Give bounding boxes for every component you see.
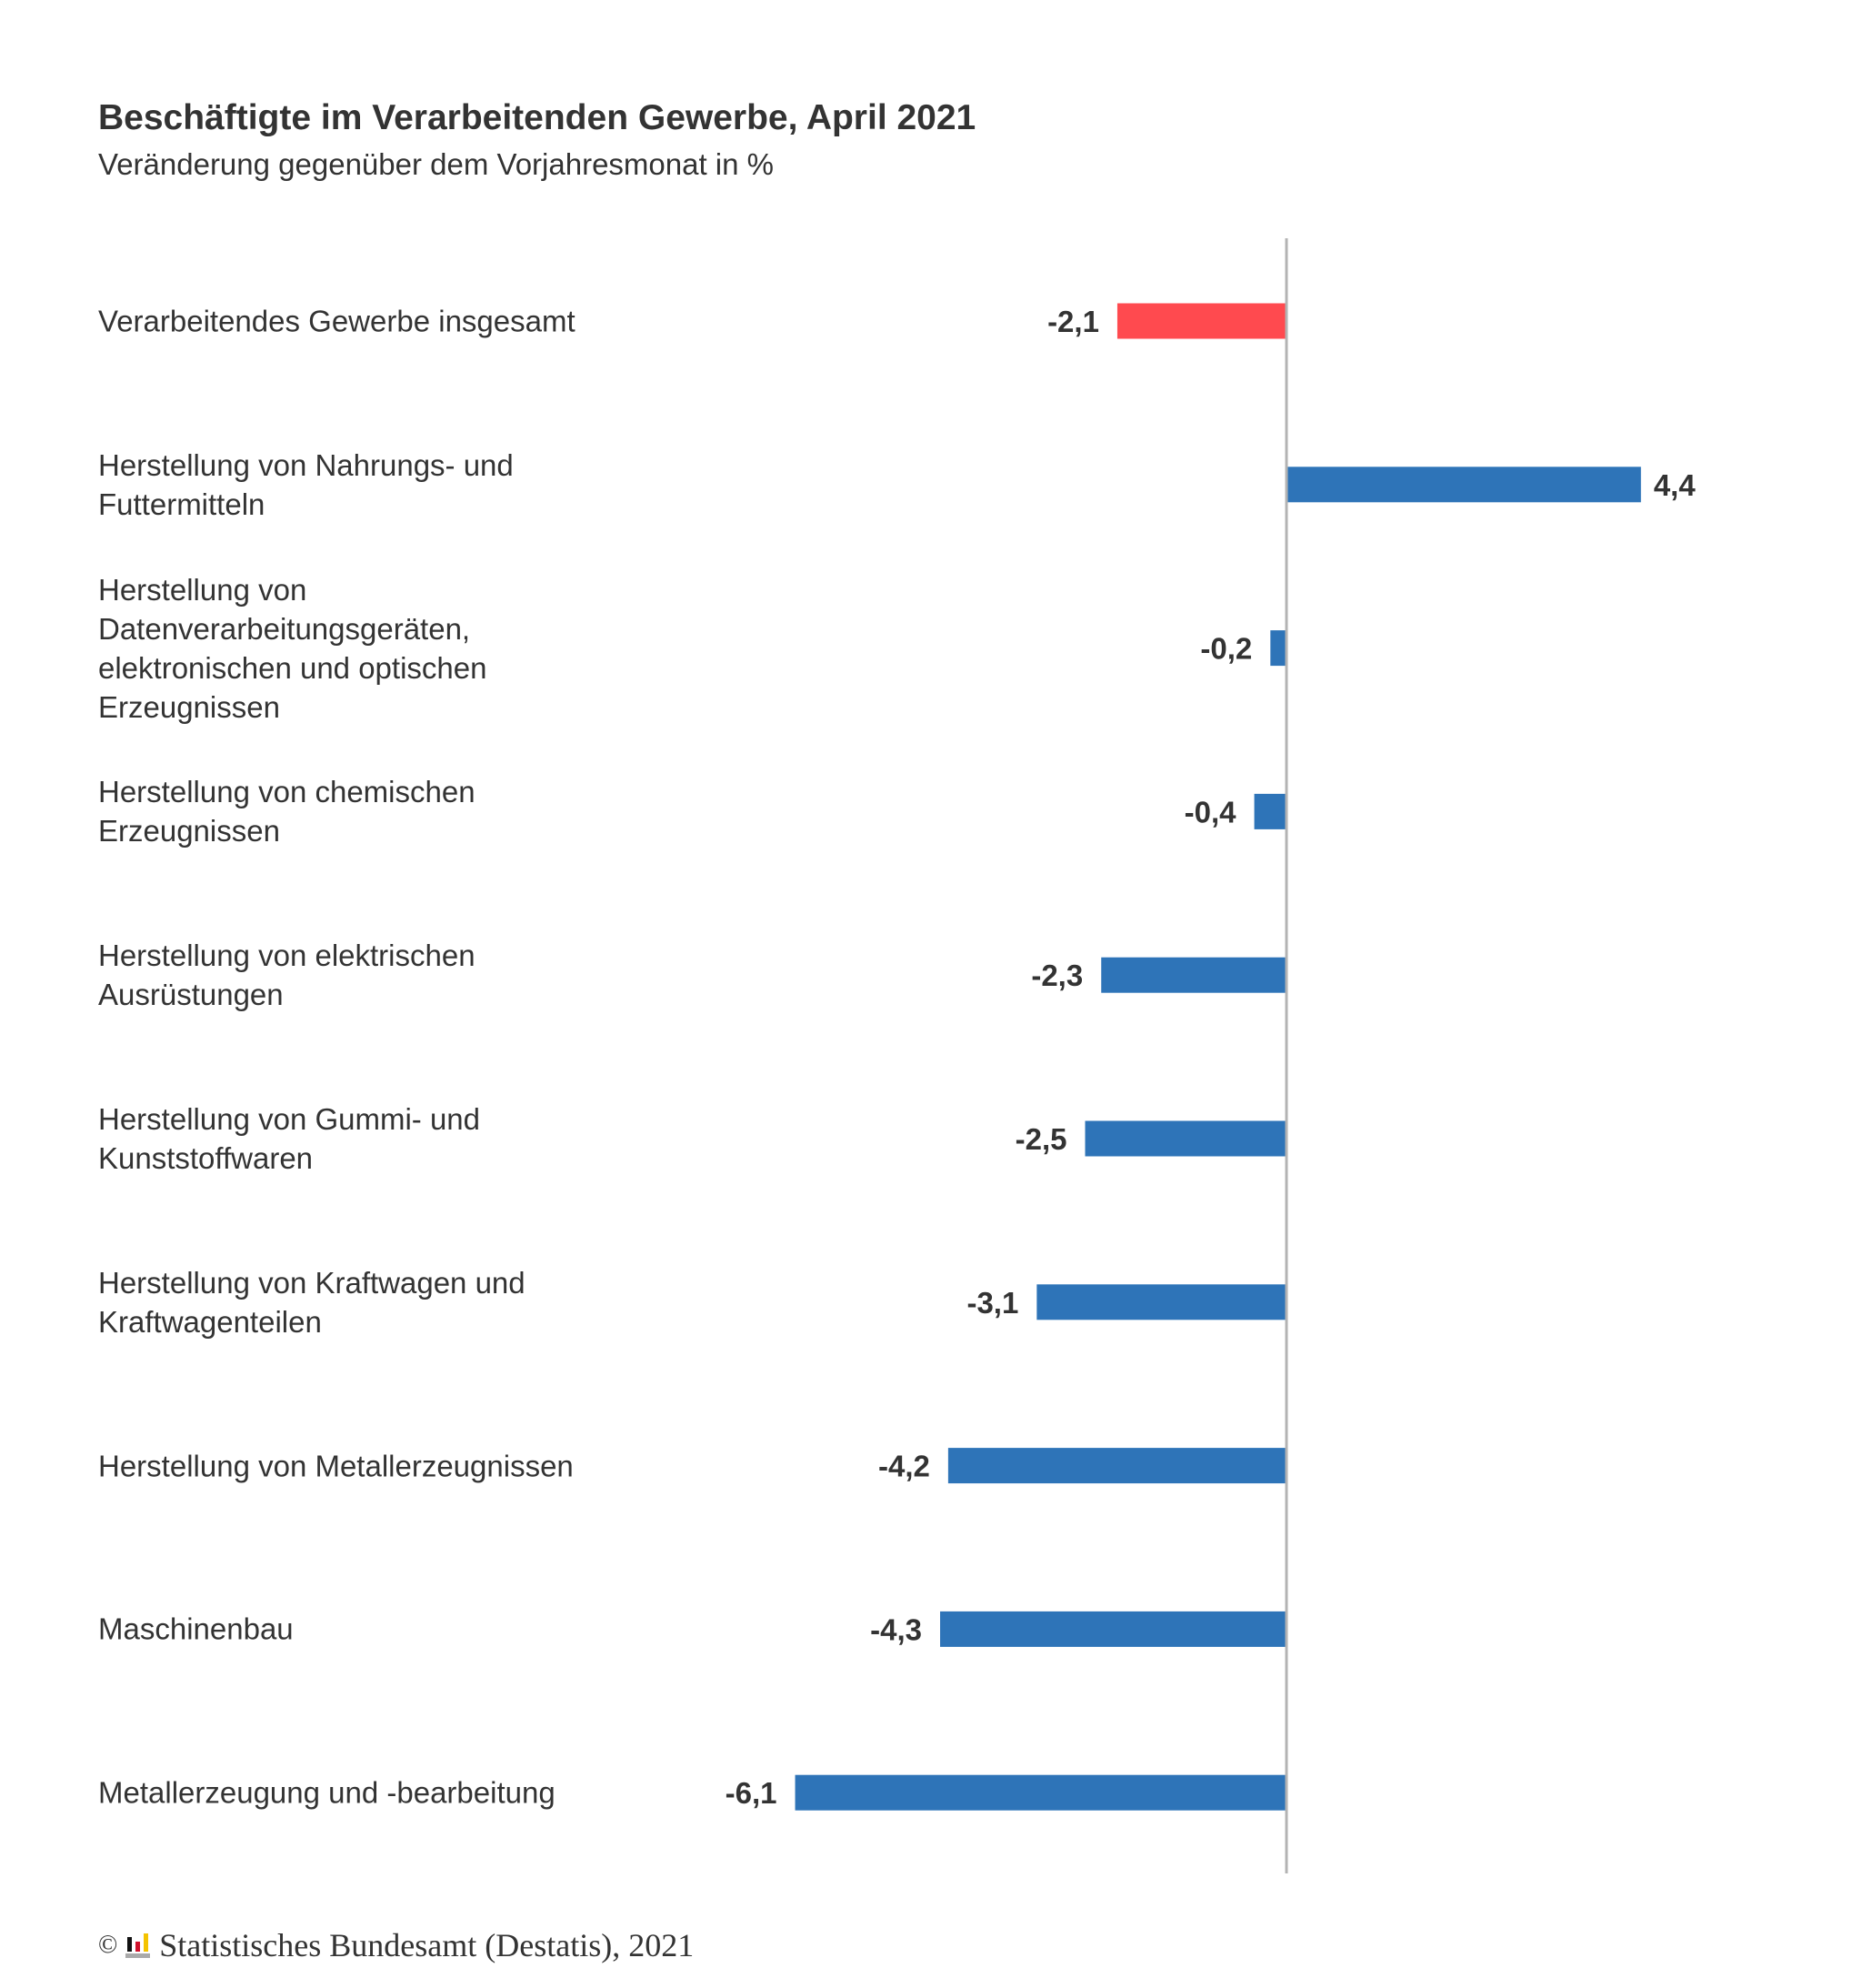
category-label: Herstellung von chemischen Erzeugnissen	[98, 775, 476, 848]
category-label: Herstellung von Gummi- und Kunststoffwar…	[98, 1102, 481, 1175]
bar	[1085, 1120, 1286, 1157]
data-label: -4,3	[870, 1612, 922, 1646]
category-label: Metallerzeugung und -bearbeitung	[98, 1775, 556, 1810]
bar	[795, 1774, 1286, 1811]
data-label: -4,2	[878, 1450, 930, 1483]
data-label: -2,3	[1031, 959, 1083, 992]
data-label: -0,4	[1185, 795, 1237, 828]
data-label: -2,5	[1016, 1122, 1067, 1156]
bar	[1286, 467, 1641, 503]
category-label: Maschinenbau	[98, 1611, 294, 1646]
data-label: -0,2	[1200, 632, 1252, 666]
chart-title: Beschäftigte im Verarbeitenden Gewerbe, …	[98, 98, 976, 137]
data-label: -6,1	[726, 1776, 777, 1810]
bar	[1116, 303, 1286, 339]
bar	[940, 1611, 1286, 1647]
footer: © Statistisches Bundesamt (Destatis), 20…	[98, 1926, 694, 1964]
source-text: Statistisches Bundesamt (Destatis), 2021	[159, 1927, 695, 1963]
category-label: Verarbeitendes Gewerbe insgesamt	[98, 304, 576, 338]
bar	[1270, 630, 1286, 667]
bar	[1036, 1284, 1286, 1320]
data-label: 4,4	[1654, 468, 1697, 502]
category-label: Herstellung von Nahrungs- und Futtermitt…	[98, 447, 514, 521]
data-label: -3,1	[966, 1286, 1018, 1320]
category-label: Herstellung von Metallerzeugnissen	[98, 1449, 574, 1483]
bar	[1254, 793, 1286, 829]
bar	[1101, 957, 1286, 993]
data-label: -2,1	[1047, 305, 1099, 338]
chart-subtitle: Veränderung gegenüber dem Vorjahresmonat…	[98, 147, 774, 181]
copyright-symbol: ©	[98, 1931, 118, 1959]
category-label: Herstellung von elektrischen Ausrüstunge…	[98, 939, 476, 1012]
category-label: Herstellung von Kraftwagen und Kraftwage…	[98, 1265, 526, 1339]
bar	[947, 1448, 1286, 1484]
category-label: Herstellung von Datenverarbeitungsgeräte…	[98, 572, 487, 724]
destatis-logo-icon	[125, 1933, 151, 1958]
